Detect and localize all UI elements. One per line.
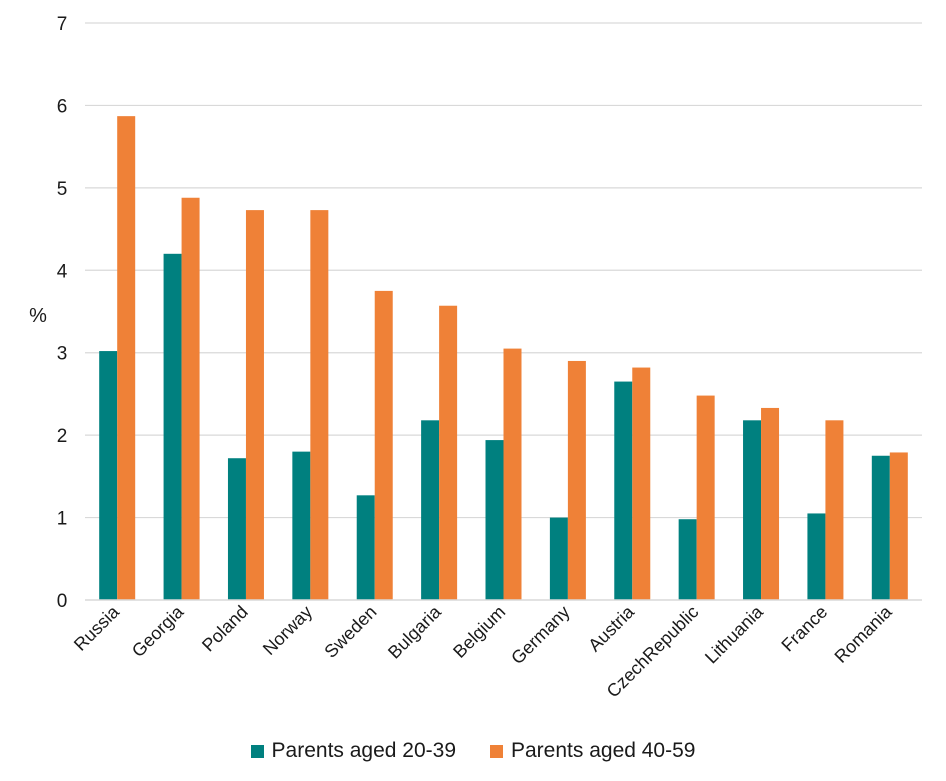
bar-germany-series-2	[567, 360, 586, 600]
x-axis-categories: Russia Georgia Poland Norway Sweden Bulgaria B…	[70, 601, 896, 701]
legend: Parents aged 20-39 Parents aged 40-59	[0, 736, 946, 766]
x-category-label: Bulgaria	[384, 601, 446, 663]
bar-germany-series-1	[549, 517, 568, 600]
bar-lithuania-series-2	[761, 407, 780, 600]
legend-swatch-series-2	[490, 744, 503, 758]
bar-czechrepublic-series-2	[696, 395, 715, 600]
x-category-label: Belgium	[449, 602, 509, 662]
bar-russia-series-1	[99, 351, 118, 600]
bar-austria-series-2	[632, 367, 651, 600]
bar-bulgaria-series-1	[421, 420, 440, 600]
bar-georgia-series-1	[163, 253, 182, 601]
bar-romania-series-1	[871, 455, 890, 600]
bar-france-series-1	[807, 513, 826, 600]
y-tick-label: 0	[57, 591, 68, 612]
bar-poland-series-1	[227, 458, 246, 600]
bar-georgia-series-2	[181, 197, 200, 600]
legend-swatch-series-1	[250, 744, 264, 758]
bar-czechrepublic-series-1	[678, 519, 697, 600]
bar-france-series-2	[825, 420, 844, 600]
y-tick-label: 3	[57, 344, 68, 365]
y-tick-label: 4	[57, 261, 68, 282]
bar-sweden-series-1	[356, 495, 375, 600]
bar-sweden-series-2	[374, 290, 393, 600]
bar-russia-series-2	[117, 116, 136, 600]
x-category-label: France	[777, 602, 831, 656]
y-tick-label: 6	[57, 96, 68, 117]
bar-norway-series-2	[310, 210, 329, 600]
y-tick-label: 2	[57, 426, 68, 447]
x-category-label: Sweden	[320, 602, 380, 662]
x-category-label: Romania	[831, 601, 897, 667]
bar-belgium-series-2	[503, 348, 522, 600]
x-category-label: Germany	[507, 602, 573, 668]
legend-item-series-1: Parents aged 20-39	[250, 739, 456, 763]
x-category-label: Austria	[584, 601, 638, 655]
y-axis-label: %	[29, 305, 47, 327]
legend-label-series-2: Parents aged 40-59	[511, 739, 696, 762]
x-category-label: Georgia	[128, 601, 188, 661]
x-category-label: Russia	[70, 601, 124, 655]
bar-poland-series-2	[245, 210, 264, 600]
bar-austria-series-1	[614, 381, 633, 600]
y-tick-label: 7	[57, 14, 68, 35]
bar-belgium-series-1	[485, 440, 504, 600]
y-tick-label: 1	[57, 509, 68, 530]
y-tick-label: 5	[57, 179, 68, 200]
bar-bulgaria-series-2	[439, 305, 458, 600]
bar-romania-series-2	[889, 452, 908, 600]
x-category-label: Poland	[198, 602, 252, 656]
bar-norway-series-1	[292, 451, 311, 600]
legend-item-series-2: Parents aged 40-59	[490, 739, 695, 763]
bars	[99, 116, 908, 601]
x-category-label: Lithuania	[701, 601, 768, 668]
y-axis-ticks: 0 1 2 3 4 5 6 7	[57, 14, 68, 612]
x-category-label: Norway	[259, 602, 316, 659]
bar-lithuania-series-1	[743, 420, 762, 600]
legend-label-series-1: Parents aged 20-39	[271, 739, 456, 762]
